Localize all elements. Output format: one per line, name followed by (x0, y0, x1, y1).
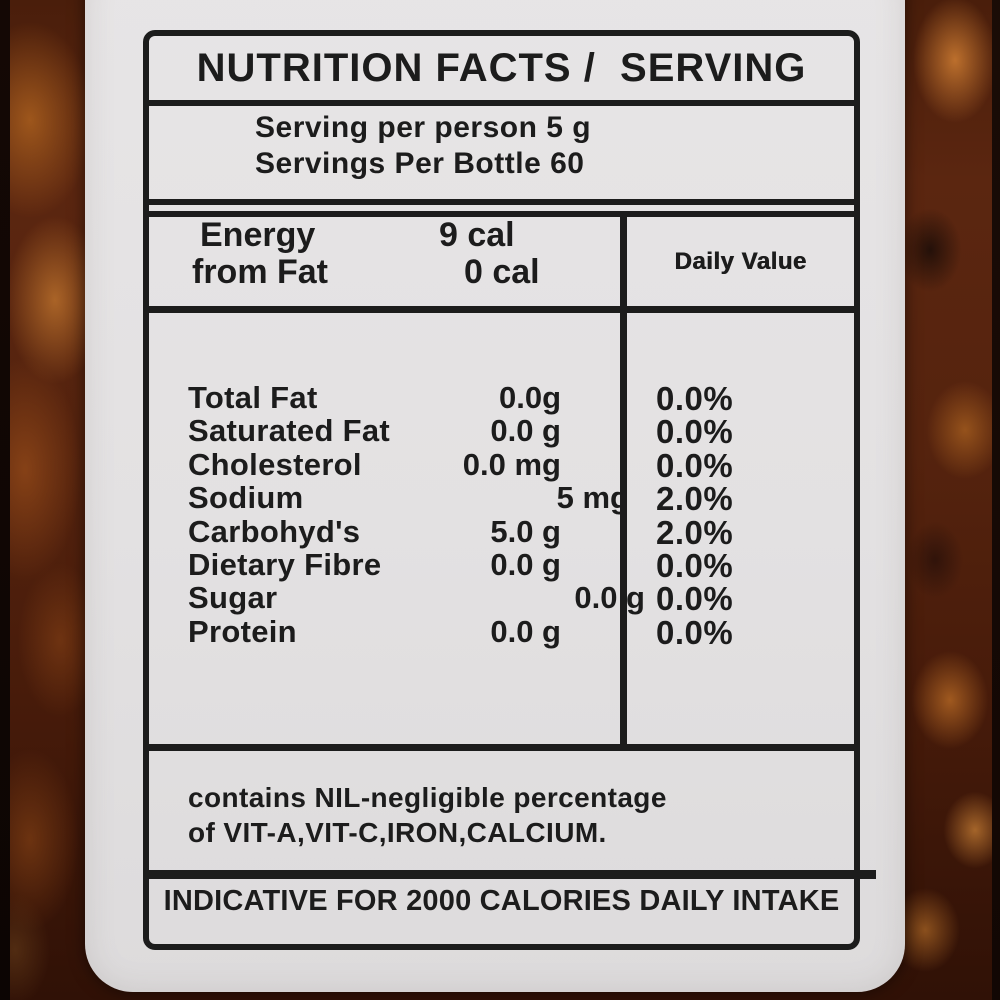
nutrient-name: Dietary Fibre (188, 546, 382, 582)
serving-info: Serving per person 5 g Servings Per Bott… (255, 110, 591, 182)
nutrient-daily-value: 0.0% (656, 580, 734, 618)
nutrient-name: Total Fat (188, 380, 318, 415)
nutrient-name: Saturated Fat (188, 413, 390, 449)
nutrient-row-cholesterol: Cholesterol 0.0 mg 0.0% (149, 446, 854, 484)
nutrition-facts-title: NUTRITION FACTS / SERVING (196, 45, 807, 90)
rule-above-footer (149, 870, 876, 879)
nutrient-name: Cholesterol (188, 446, 362, 482)
energy-from-fat-row: from Fat 0 cal (149, 254, 620, 291)
nutrient-amount: 5 mg (556, 480, 629, 516)
nutrient-amount: 0.0 g (490, 413, 561, 449)
nutrient-daily-value: 0.0% (656, 546, 734, 584)
nutrition-label: NUTRITION FACTS / SERVING Serving per pe… (85, 0, 905, 992)
energy-from-fat-name: from Fat (192, 253, 328, 291)
nutrient-row-saturated-fat: Saturated Fat 0.0 g 0.0% (149, 413, 854, 450)
title-cell: NUTRITION FACTS / SERVING (149, 36, 854, 100)
nutrient-amount: 5.0 g (490, 513, 561, 549)
nutrient-daily-value: 0.0% (656, 380, 734, 417)
energy-row: Energy 9 cal (149, 217, 620, 254)
nutrient-name: Protein (188, 613, 297, 649)
nutrient-amount: 0.0 g (490, 546, 561, 582)
jar-left-edge (0, 0, 10, 1000)
nutrient-row-total-fat: Total Fat 0.0g 0.0% (149, 380, 854, 417)
nutrient-table: Total Fat 0.0g 0.0% Saturated Fat 0.0 g … (149, 380, 854, 651)
nutrient-amount: 0.0g (498, 380, 561, 415)
energy-name: Energy (200, 216, 316, 254)
footer-cell: INDICATIVE FOR 2000 CALORIES DAILY INTAK… (149, 885, 854, 918)
servings-per-bottle: Servings Per Bottle 60 (255, 147, 585, 180)
nutrient-row-sodium: Sodium 5 mg 2.0% (149, 480, 854, 517)
vitamins-note: contains NIL-negligible percentage of VI… (188, 780, 667, 850)
nutrient-name: Carbohyd's (188, 513, 361, 549)
nutrition-facts-box: NUTRITION FACTS / SERVING Serving per pe… (143, 30, 876, 950)
nutrient-daily-value: 0.0% (656, 446, 734, 484)
nutrient-amount: 0.0 g (574, 580, 645, 616)
serving-per-person: Serving per person 5 g (255, 111, 592, 144)
nutrient-name: Sugar (188, 580, 278, 616)
daily-intake-note: INDICATIVE FOR 2000 CALORIES DAILY INTAK… (163, 885, 840, 917)
vitamins-note-line2: of VIT-A,VIT-C,IRON,CALCIUM. (188, 817, 607, 848)
jar-right-edge (992, 0, 1000, 1000)
energy-section: Energy 9 cal from Fat 0 cal (149, 217, 620, 291)
double-rule-bottom (149, 211, 854, 217)
rule-below-nutrients (149, 744, 854, 751)
double-rule-top (149, 199, 854, 205)
daily-value-header-cell: Daily Value (627, 217, 854, 306)
rule-below-energy (149, 306, 854, 313)
nutrient-name: Sodium (188, 480, 304, 516)
nutrient-daily-value: 0.0% (656, 413, 734, 451)
nutrient-daily-value: 2.0% (656, 513, 734, 551)
nutrient-daily-value: 2.0% (656, 480, 734, 518)
daily-value-header: Daily Value (674, 247, 807, 275)
rule-below-title (149, 100, 854, 106)
nutrient-daily-value: 0.0% (656, 613, 734, 651)
nutrient-amount: 0.0 g (490, 613, 561, 649)
nutrient-row-protein: Protein 0.0 g 0.0% (149, 613, 854, 651)
nutrient-row-dietary-fibre: Dietary Fibre 0.0 g 0.0% (149, 546, 854, 584)
nutrient-row-sugar: Sugar 0.0 g 0.0% (149, 580, 854, 617)
energy-value: 9 cal (439, 216, 515, 254)
nutrient-row-carbohydrates: Carbohyd's 5.0 g 2.0% (149, 513, 854, 551)
vitamins-note-line1: contains NIL-negligible percentage (188, 782, 667, 813)
column-divider (620, 211, 627, 751)
energy-from-fat-value: 0 cal (464, 253, 540, 291)
nutrient-amount: 0.0 mg (462, 446, 561, 482)
